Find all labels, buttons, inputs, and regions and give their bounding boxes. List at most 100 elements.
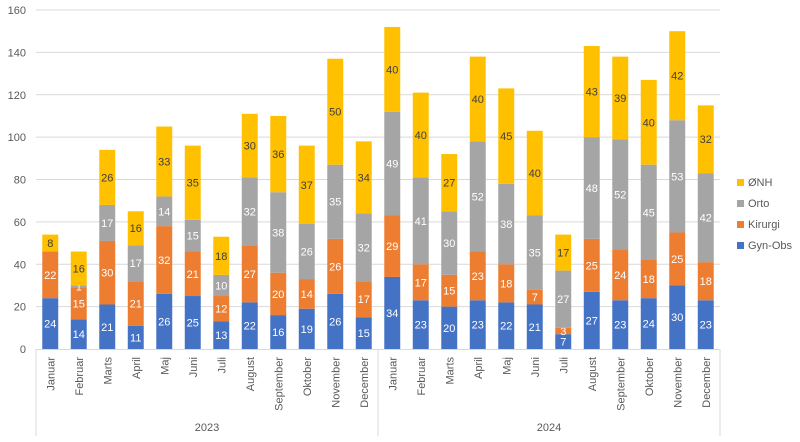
month-label: Juni	[530, 357, 542, 377]
data-label: 18	[215, 251, 227, 263]
bar-segment	[583, 291, 600, 349]
x-axis: Januar Februar Marts April Maj Juni Juli August…	[35, 349, 721, 436]
bar-segment	[441, 274, 458, 307]
month-label: Juli	[216, 357, 228, 374]
data-label: 30	[443, 238, 455, 250]
bar-segment	[99, 204, 116, 241]
y-tick-label: 100	[8, 132, 26, 144]
data-label: 40	[643, 117, 655, 129]
data-label: 13	[215, 330, 227, 342]
month-label: April	[473, 357, 485, 379]
data-label: 15	[358, 328, 370, 340]
month-label: September	[273, 357, 285, 411]
y-tick-label: 40	[14, 259, 26, 271]
bar-segment	[555, 270, 572, 328]
bar-segment	[241, 177, 258, 246]
bar-segment	[298, 279, 315, 309]
bar-segment	[184, 296, 201, 349]
data-label: 40	[415, 130, 427, 142]
month-label: August	[245, 357, 257, 391]
data-label: 27	[443, 178, 455, 190]
bar-segment	[156, 226, 173, 294]
data-label: 24	[44, 319, 56, 331]
bar-segment	[270, 272, 287, 316]
legend-label: Kirurgi	[748, 219, 780, 231]
data-label: 35	[529, 248, 541, 260]
month-label: Februar	[416, 357, 428, 396]
data-label: 41	[415, 216, 427, 228]
data-label: 37	[301, 180, 313, 192]
data-label: 45	[500, 131, 512, 143]
bar-segment	[127, 281, 144, 326]
month-label: December	[359, 357, 371, 408]
data-label: 14	[73, 329, 85, 341]
bar-segment	[298, 308, 315, 349]
data-label: 22	[500, 321, 512, 333]
data-label: 18	[643, 274, 655, 286]
bar-segment	[70, 319, 87, 349]
data-label: 17	[415, 277, 427, 289]
data-label: 40	[529, 168, 541, 180]
month-label: Marts	[102, 357, 114, 385]
data-label: 17	[358, 294, 370, 306]
bar-segment	[469, 56, 486, 142]
month-label: September	[615, 357, 627, 411]
y-tick-label: 60	[14, 217, 26, 229]
month-label: Januar	[387, 357, 399, 391]
data-label: 53	[671, 171, 683, 183]
data-label: 15	[443, 286, 455, 298]
legend: ØNH Orto Kirurgi Gyn-Obs	[737, 177, 793, 252]
bar-segment	[697, 173, 714, 263]
bar-segment	[127, 245, 144, 282]
data-label: 35	[187, 178, 199, 190]
bar-segment	[156, 126, 173, 197]
bar-segment	[70, 285, 87, 288]
data-label: 7	[560, 337, 566, 349]
bar-segment	[526, 304, 543, 349]
y-tick-label: 0	[20, 344, 26, 356]
data-label: 21	[101, 322, 113, 334]
bar-segment	[697, 300, 714, 349]
data-label: 14	[301, 289, 313, 301]
month-label: Februar	[74, 357, 86, 396]
data-label: 27	[557, 294, 569, 306]
bar-segment	[355, 213, 372, 282]
bar-segment	[355, 141, 372, 214]
bar-segment	[184, 251, 201, 297]
data-label: 3	[560, 326, 566, 338]
data-label: 40	[472, 94, 484, 106]
bar-segment	[526, 289, 543, 305]
data-label: 40	[386, 64, 398, 76]
legend-swatch	[737, 179, 744, 186]
y-tick-label: 80	[14, 175, 26, 187]
data-label: 17	[101, 218, 113, 230]
bar-segment	[42, 234, 59, 252]
bar-segment	[697, 105, 714, 174]
data-label: 20	[272, 289, 284, 301]
data-label: 16	[130, 223, 142, 235]
data-label: 52	[614, 189, 626, 201]
bar-segment	[184, 219, 201, 252]
data-label: 50	[329, 107, 341, 119]
bar-segment	[469, 251, 486, 301]
bar-segment	[612, 249, 629, 301]
legend-label: Orto	[748, 198, 769, 210]
data-label: 49	[386, 159, 398, 171]
data-label: 25	[671, 254, 683, 266]
bar-segment	[441, 154, 458, 212]
bar-segment	[241, 302, 258, 349]
data-label: 30	[671, 312, 683, 324]
bar-segment	[384, 276, 401, 349]
bar-segment	[669, 285, 686, 349]
bar-segment	[184, 145, 201, 220]
bars: 2422814151162130172611211716263214332521…	[42, 26, 714, 349]
data-label: 52	[472, 191, 484, 203]
bar-segment	[526, 130, 543, 216]
bar-segment	[469, 141, 486, 252]
data-label: 35	[329, 197, 341, 209]
data-label: 22	[44, 270, 56, 282]
data-label: 15	[187, 231, 199, 243]
bar-segment	[99, 304, 116, 349]
data-label: 32	[358, 242, 370, 254]
